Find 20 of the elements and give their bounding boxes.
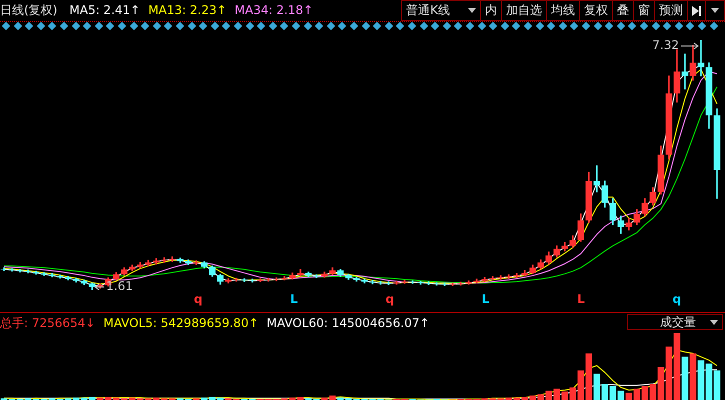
text: 总手: 7256654↓ [0, 314, 96, 332]
bar [714, 370, 720, 400]
annotation: 7.32 [652, 38, 679, 52]
bar [690, 353, 696, 400]
text: L [577, 292, 585, 308]
text: 成交量 [660, 314, 696, 330]
text: MA34: 2.18↑ [234, 3, 314, 17]
text: q [672, 292, 682, 308]
text: L [290, 292, 298, 308]
annotation: 1.61 [106, 279, 133, 294]
bar [682, 356, 688, 400]
text: MA5: 2.41↑ [69, 3, 140, 17]
text: q [194, 292, 202, 308]
text: MAVOL60: 145004656.07↑ [266, 316, 430, 330]
toolbar: 普通K线 内 加自选 均线 复权 叠 窗 预测 [401, 0, 725, 21]
chart-title: 日线(复权) [0, 2, 58, 18]
text: MAVOL5: 542989659.80↑ [103, 316, 259, 330]
text: q [386, 292, 394, 308]
text: MA13: 2.23↑ [148, 3, 227, 17]
text: L [482, 292, 490, 308]
